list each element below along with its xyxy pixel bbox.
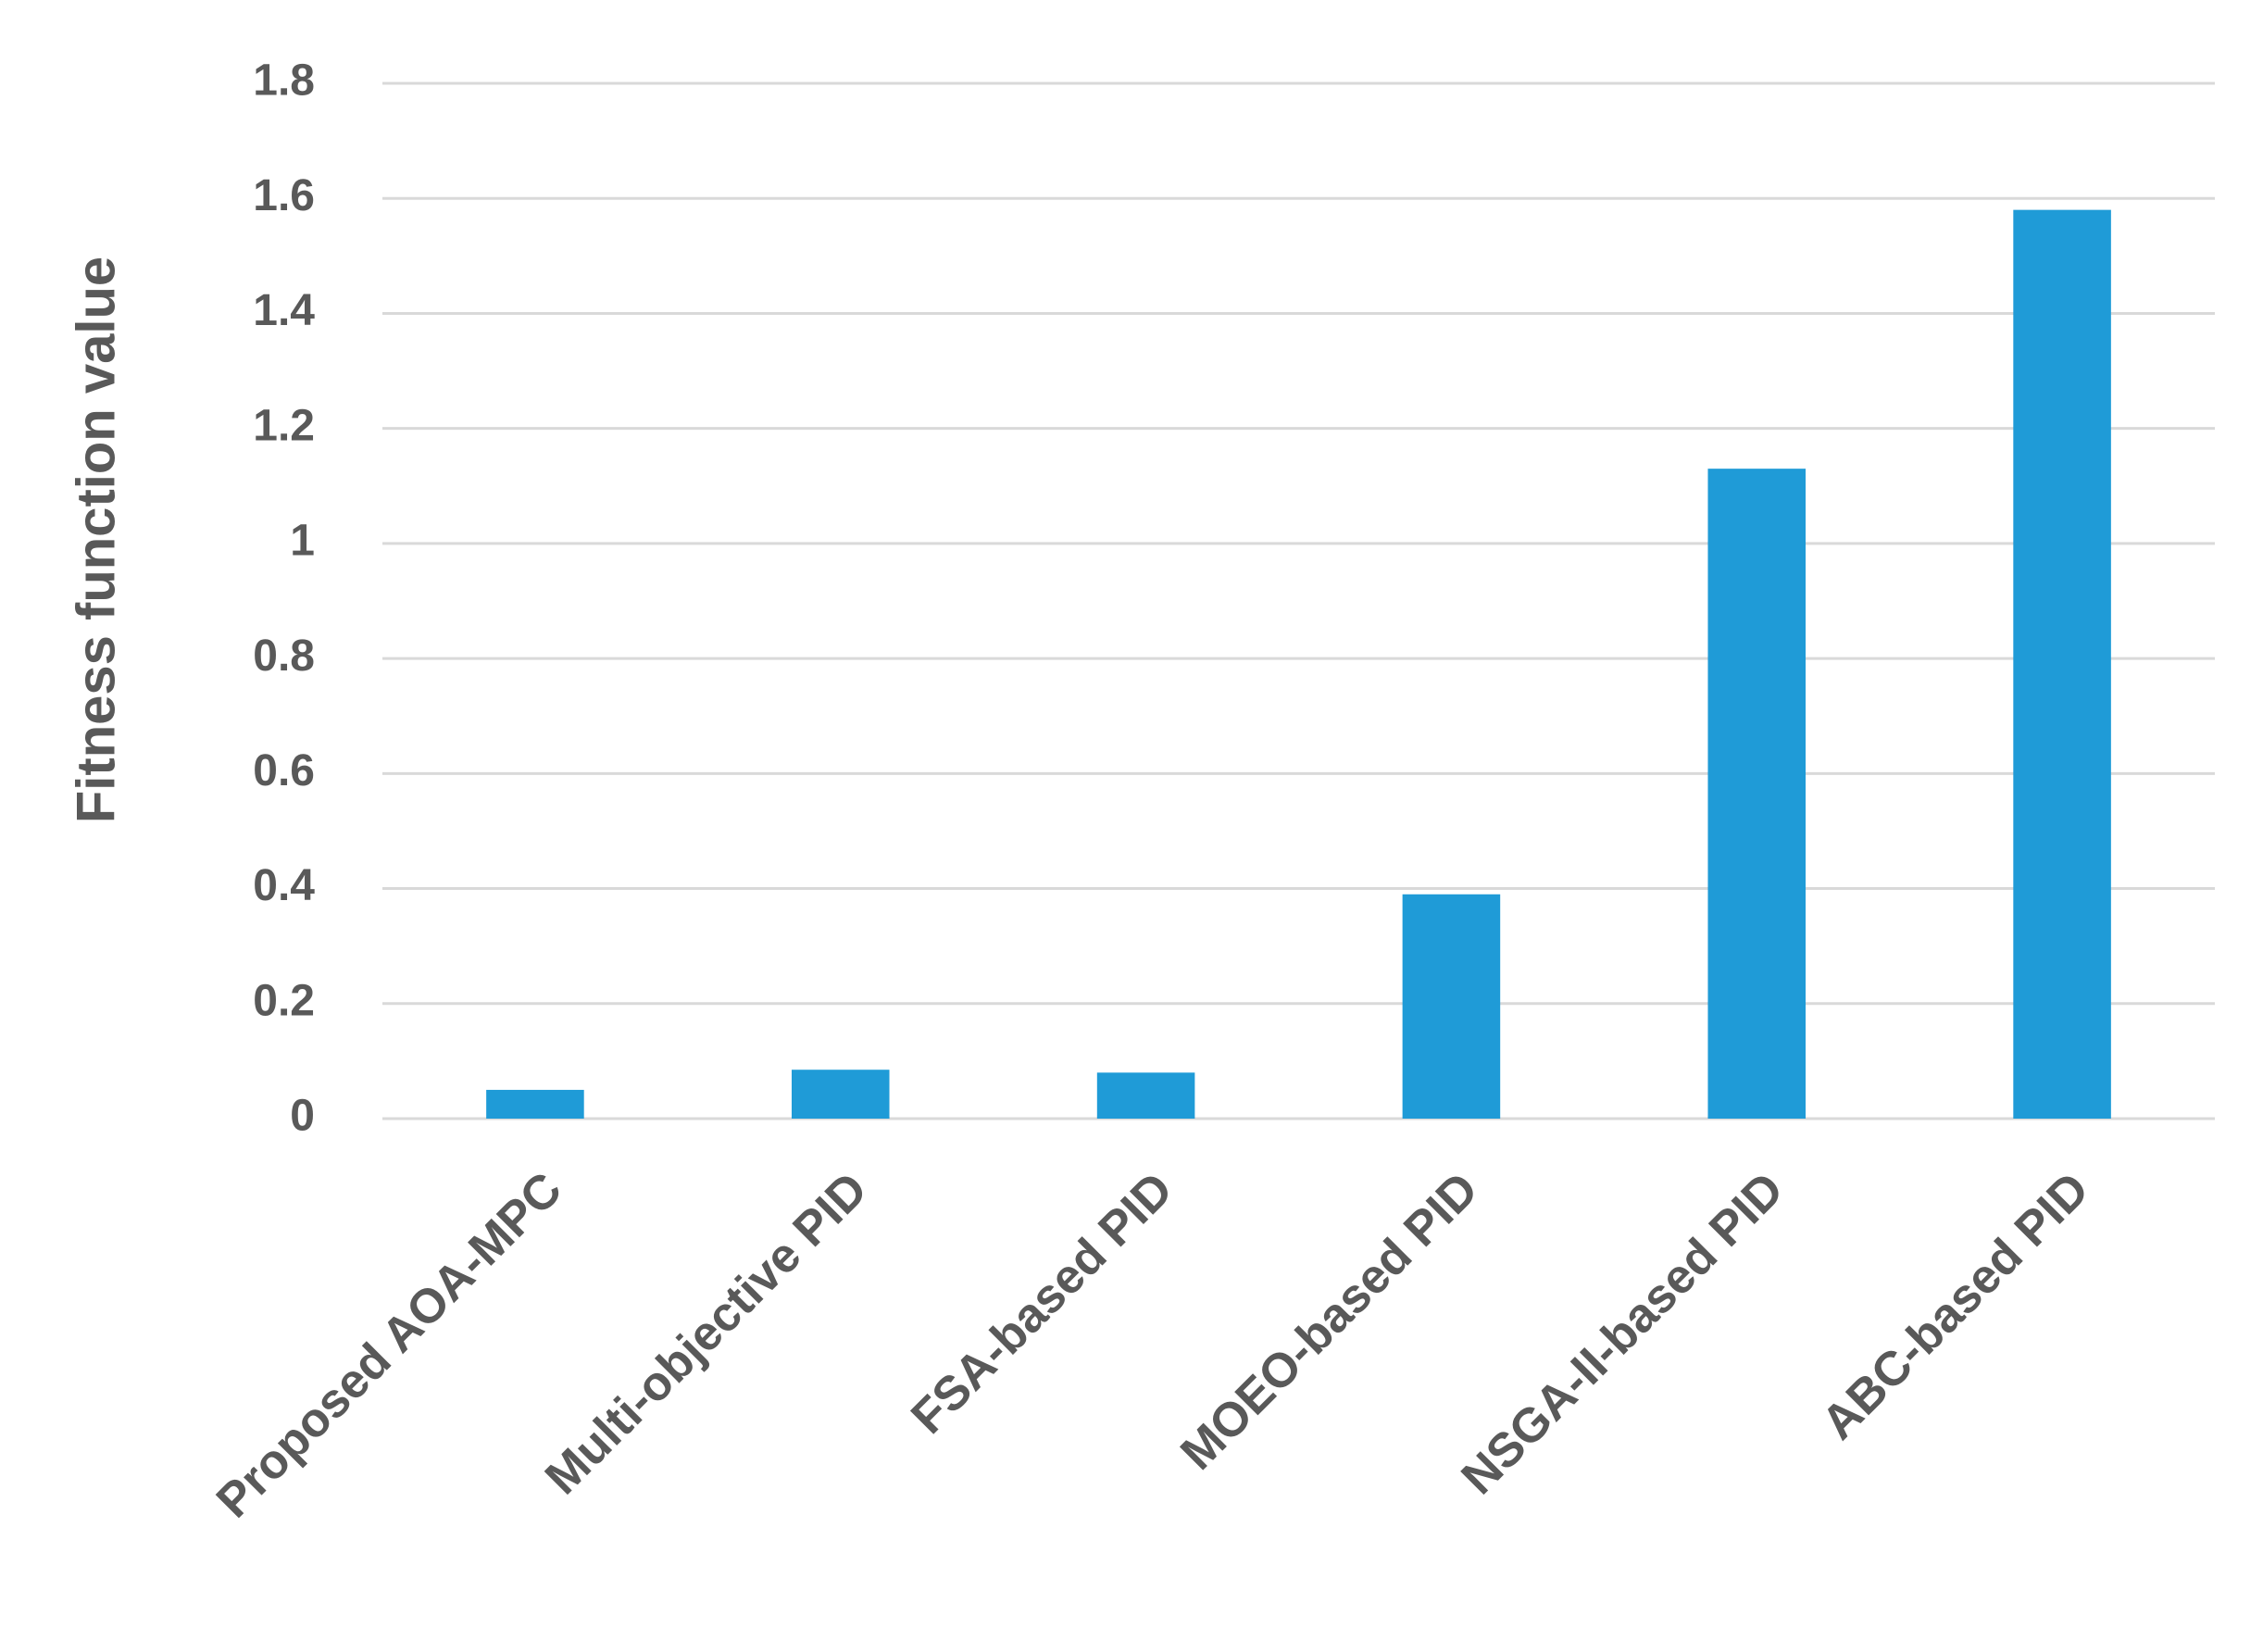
bar (2013, 209, 2111, 1120)
bar (1707, 469, 1807, 1120)
x-tick-label: ABC-based PID (1812, 1162, 2100, 1450)
y-tick-label: 1 (290, 517, 315, 566)
y-tick-label: 1.6 (253, 171, 315, 220)
y-tick-label: 1.2 (253, 401, 315, 450)
bar (486, 1089, 584, 1119)
x-tick-label: Multi-objective PID (535, 1162, 878, 1505)
bar (791, 1070, 890, 1119)
bar (1096, 1072, 1195, 1119)
y-axis-title: Fitness function value (66, 257, 126, 823)
y-tick-label: 1.8 (253, 56, 315, 106)
x-tick-label: MOEO-based PID (1170, 1162, 1488, 1480)
y-tick-label: 0.6 (253, 746, 315, 795)
x-tick-label: NSGA-II-based PID (1451, 1162, 1794, 1505)
y-tick-label: 0 (290, 1092, 315, 1141)
y-tick-label: 0.4 (253, 861, 315, 910)
y-tick-label: 0.2 (253, 976, 315, 1025)
x-tick-label: FSA-based PID (901, 1162, 1183, 1445)
x-tick-label: Proposed AOA-MPC (206, 1162, 572, 1528)
y-tick-label: 1.4 (253, 286, 315, 335)
y-tick-label: 0.8 (253, 632, 315, 681)
bar (1402, 894, 1501, 1119)
